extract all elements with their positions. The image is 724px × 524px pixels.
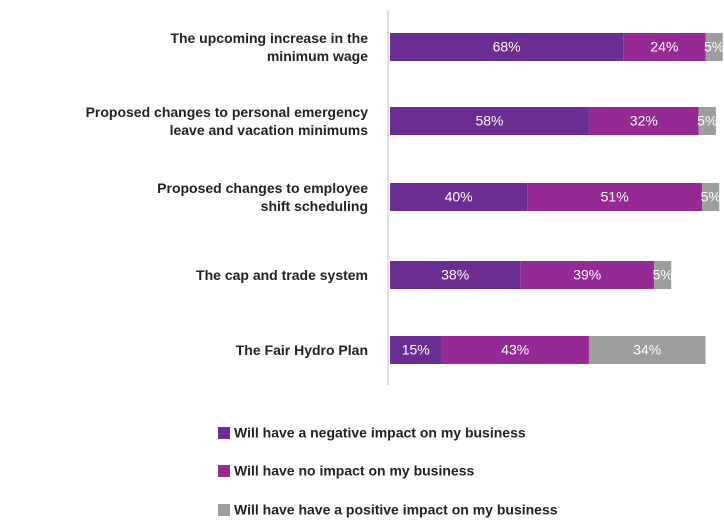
category-label: Proposed changes to employee shift sched… bbox=[157, 180, 368, 214]
bar-segment bbox=[390, 261, 521, 289]
legend-swatch bbox=[218, 504, 230, 516]
category-label: The Fair Hydro Plan bbox=[235, 342, 368, 358]
bar-segment bbox=[705, 33, 723, 61]
value-label: 5% bbox=[701, 189, 721, 205]
value-label: 40% bbox=[445, 189, 473, 205]
value-label: 38% bbox=[441, 267, 469, 283]
bar-segment bbox=[588, 336, 706, 364]
bar-segment bbox=[390, 183, 528, 211]
category-label: The cap and trade system bbox=[196, 267, 368, 283]
bar-segment bbox=[390, 107, 589, 135]
value-label: 39% bbox=[573, 267, 601, 283]
bar-segment bbox=[702, 183, 720, 211]
bar-segment bbox=[698, 107, 716, 135]
value-label: 5% bbox=[653, 267, 673, 283]
legend-swatch bbox=[218, 465, 230, 477]
bar-segment bbox=[520, 261, 655, 289]
value-label: 32% bbox=[630, 113, 658, 129]
value-label: 34% bbox=[633, 342, 661, 358]
legend-label: Will have no impact on my business bbox=[234, 463, 474, 479]
value-label: 58% bbox=[475, 113, 503, 129]
value-label: 51% bbox=[601, 189, 629, 205]
value-label: 43% bbox=[501, 342, 529, 358]
value-label: 68% bbox=[493, 39, 521, 55]
legend-swatch bbox=[218, 427, 230, 439]
value-label: 15% bbox=[402, 342, 430, 358]
value-label: 5% bbox=[697, 113, 717, 129]
bar-segment bbox=[527, 183, 703, 211]
value-label: 5% bbox=[704, 39, 724, 55]
bar-segment bbox=[623, 33, 706, 61]
bar-segment bbox=[390, 33, 624, 61]
value-label: 24% bbox=[650, 39, 678, 55]
category-label: The upcoming increase in the minimum wag… bbox=[170, 30, 368, 64]
bar-segment bbox=[654, 261, 672, 289]
category-label: Proposed changes to personal emergency l… bbox=[85, 104, 368, 138]
legend-label: Will have a negative impact on my busine… bbox=[234, 425, 526, 441]
bar-segment bbox=[390, 336, 442, 364]
bar-segment bbox=[441, 336, 589, 364]
legend-label: Will have have a positive impact on my b… bbox=[234, 502, 558, 518]
bar-segment bbox=[588, 107, 699, 135]
